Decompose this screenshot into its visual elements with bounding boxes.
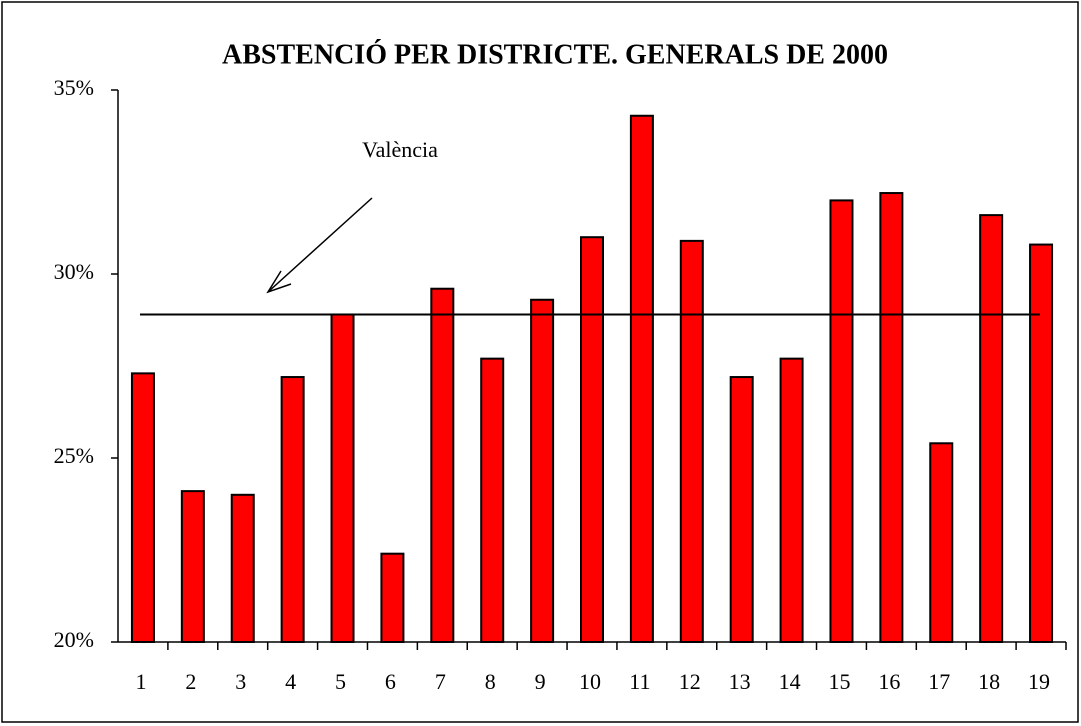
x-tick-label: 13 xyxy=(729,669,751,694)
bar xyxy=(430,287,455,643)
x-tick-label: 14 xyxy=(779,669,801,694)
bar xyxy=(679,239,704,643)
x-tick-label: 12 xyxy=(679,669,701,694)
annotation-arrow xyxy=(266,197,373,294)
bar xyxy=(280,376,305,643)
bar xyxy=(879,192,904,643)
x-tick-label: 10 xyxy=(579,669,601,694)
bar xyxy=(1029,243,1054,643)
chart-title: ABSTENCIÓ PER DISTRICTE. GENERALS DE 200… xyxy=(222,39,888,70)
x-tick-label: 9 xyxy=(535,669,546,694)
y-tick-label: 25% xyxy=(54,443,94,468)
bar xyxy=(779,357,804,643)
y-tick-label: 20% xyxy=(54,627,94,652)
x-tick-label: 15 xyxy=(828,669,850,694)
x-tick-label: 8 xyxy=(485,669,496,694)
x-tick-label: 16 xyxy=(878,669,900,694)
bar xyxy=(580,236,604,643)
bar xyxy=(480,357,505,643)
x-tick-label: 17 xyxy=(928,669,950,694)
y-tick-label: 30% xyxy=(54,259,94,284)
bar xyxy=(829,199,854,643)
bar xyxy=(979,214,1004,643)
x-tick-label: 2 xyxy=(185,669,196,694)
bar xyxy=(929,442,954,643)
x-tick-label: 4 xyxy=(285,669,296,694)
bar xyxy=(330,313,355,643)
annotation: València xyxy=(362,137,438,162)
bar xyxy=(530,298,555,643)
bar xyxy=(629,114,654,643)
x-tick-label: 18 xyxy=(978,669,1000,694)
x-tick-label: 19 xyxy=(1028,669,1050,694)
bar xyxy=(130,372,155,643)
bar xyxy=(230,493,255,643)
x-tick-label: 3 xyxy=(235,669,246,694)
x-tick-label: 6 xyxy=(385,669,396,694)
x-tick-label: 7 xyxy=(435,669,446,694)
bar xyxy=(729,376,754,643)
bar xyxy=(180,490,205,643)
bar xyxy=(380,552,405,643)
x-tick-label: 5 xyxy=(335,669,346,694)
x-tick-label: 11 xyxy=(629,669,650,694)
x-tick-label: 1 xyxy=(135,669,146,694)
y-tick-label: 35% xyxy=(54,75,94,100)
